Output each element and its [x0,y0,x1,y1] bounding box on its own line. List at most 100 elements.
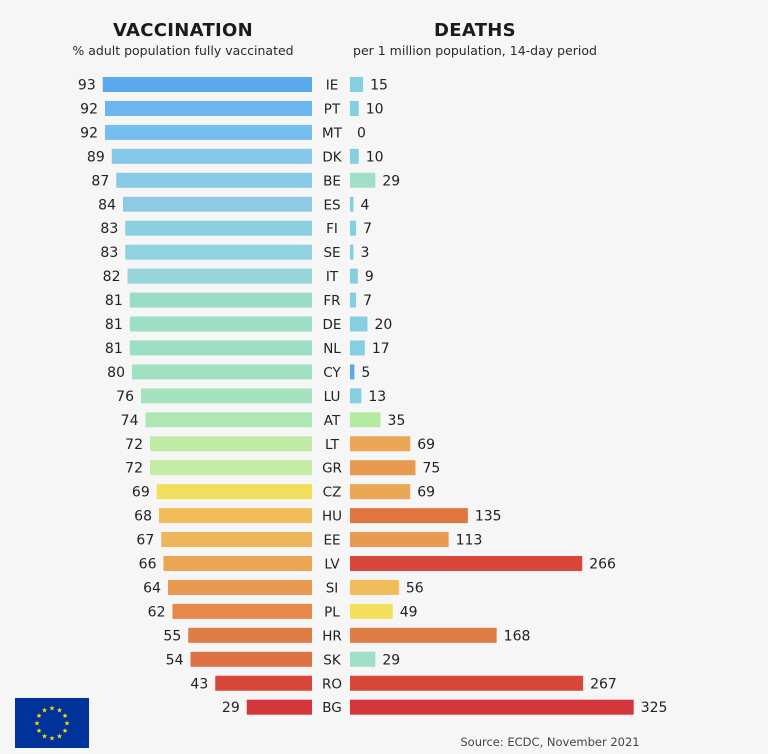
country-label-de: DE [323,317,342,333]
deaths-value-si: 56 [406,580,424,596]
vaccination-value-it: 82 [103,269,121,285]
vaccination-bar-ro [215,675,312,691]
deaths-value-lu: 13 [368,389,386,405]
vaccination-bar-ee [161,532,312,548]
country-label-mt: MT [322,125,343,141]
eu-star-icon: ★ [62,712,68,720]
vaccination-bar-ie [102,77,312,92]
vaccination-value-lu: 76 [116,389,134,405]
deaths-bar-fr [350,292,357,308]
eu-star-icon: ★ [41,707,47,715]
deaths-bar-gr [350,460,416,476]
deaths-bar-cz [350,484,411,500]
deaths-subtitle: per 1 million population, 14-day period [353,43,597,58]
country-label-be: BE [323,173,341,189]
vaccination-value-de: 81 [105,317,123,333]
vaccination-bar-de [129,316,312,332]
vaccination-bar-sk [190,651,312,667]
deaths-bar-at [350,412,381,428]
vaccination-value-sk: 54 [166,652,184,668]
country-label-sk: SK [323,652,342,668]
country-label-bg: BG [322,700,342,716]
deaths-value-es: 4 [361,197,370,213]
deaths-value-hu: 135 [475,509,502,525]
vaccination-value-hr: 55 [163,628,181,644]
deaths-bar-se [350,244,354,260]
deaths-value-ee: 113 [456,533,483,549]
vaccination-bar-cz [156,484,312,500]
vaccination-bar-lu [141,388,312,404]
deaths-bar-be [350,172,376,188]
deaths-bar-lv [350,556,583,571]
deaths-value-fr: 7 [363,293,372,309]
vaccination-bar-fi [125,220,312,236]
vaccination-value-dk: 89 [87,149,105,165]
eu-star-icon: ★ [56,707,62,715]
vaccination-bar-it [127,268,312,284]
vaccination-value-cz: 69 [132,485,150,501]
deaths-bar-pl [350,603,393,619]
eu-star-icon: ★ [56,732,62,740]
country-label-hr: HR [322,628,342,644]
vaccination-bar-cy [132,364,312,380]
deaths-value-lv: 266 [589,557,616,573]
deaths-value-sk: 29 [382,652,400,668]
deaths-value-hr: 168 [504,628,531,644]
source-note: Source: ECDC, November 2021 [460,735,640,749]
deaths-value-ie: 15 [370,78,388,94]
vaccination-value-nl: 81 [105,341,123,357]
vaccination-value-si: 64 [143,580,161,596]
deaths-bar-it [350,268,358,284]
deaths-bar-sk [350,651,376,667]
vaccination-bar-lt [150,436,312,452]
vaccination-bar-si [168,579,312,595]
vaccination-bar-hr [188,627,312,643]
deaths-bar-si [350,579,399,595]
country-label-hu: HU [322,509,342,525]
vaccination-value-at: 74 [121,413,139,429]
eu-star-icon: ★ [64,720,70,728]
vaccination-subtitle: % adult population fully vaccinated [72,43,294,58]
vaccination-bar-hu [159,508,312,524]
vaccination-value-gr: 72 [125,461,143,477]
eu-flag-icon: ★ ★★★★★★★★★★★ [15,698,89,748]
vaccination-bar-lv [163,556,312,571]
vaccination-bar-mt [105,124,312,140]
vaccination-bar-pt [105,100,312,116]
country-label-nl: NL [323,341,341,357]
deaths-value-nl: 17 [372,341,390,357]
deaths-bar-nl [350,340,365,356]
deaths-value-bg: 325 [641,700,668,716]
deaths-value-de: 20 [374,317,392,333]
vaccination-value-ro: 43 [190,676,208,692]
vaccination-bar-bg [246,699,312,715]
country-label-fi: FI [326,221,338,237]
country-label-cz: CZ [323,485,342,501]
deaths-bar-ro [350,675,584,691]
deaths-title: DEATHS [434,20,516,41]
country-label-lv: LV [324,557,340,573]
deaths-value-cy: 5 [361,365,370,381]
deaths-bar-pt [350,100,359,116]
deaths-bar-lu [350,388,362,404]
vaccination-value-lt: 72 [125,437,143,453]
deaths-value-fi: 7 [363,221,372,237]
deaths-value-mt: 0 [357,125,366,141]
vaccination-value-bg: 29 [222,700,240,716]
deaths-value-se: 3 [361,245,370,261]
eu-star-icon: ★ [49,705,55,713]
vaccination-value-hu: 68 [134,509,152,525]
country-label-si: SI [326,580,339,596]
deaths-bar-cy [350,364,355,380]
deaths-value-lt: 69 [417,437,435,453]
vaccination-value-ie: 93 [78,78,96,94]
deaths-value-pt: 10 [366,101,384,117]
vaccination-bar-es [123,196,312,212]
vaccination-value-be: 87 [91,173,109,189]
deaths-bar-es [350,196,354,212]
country-label-gr: GR [322,461,342,477]
vaccination-value-se: 83 [100,245,118,261]
country-label-lu: LU [324,389,341,405]
deaths-bar-dk [350,148,359,164]
